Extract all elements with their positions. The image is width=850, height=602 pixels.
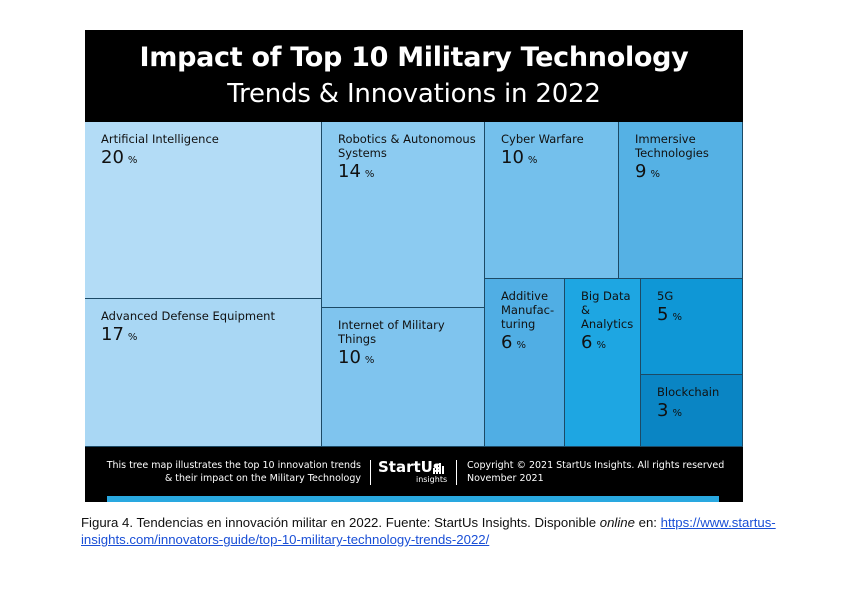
footer-divider — [370, 460, 371, 485]
chart-subtitle: Trends & Innovations in 2022 — [227, 79, 601, 109]
figure-caption: Figura 4. Tendencias en innovación milit… — [81, 514, 816, 548]
tile-value: 9% — [635, 161, 660, 182]
treemap-tile: Cyber Warfare 10% — [485, 122, 619, 279]
caption-text: Figura 4. Tendencias en innovación milit… — [81, 515, 600, 530]
tile-label: Internet of Military Things 10% — [338, 318, 480, 368]
tile-value: 14% — [338, 161, 375, 182]
tile-value: 6% — [501, 332, 526, 353]
treemap-tile: Additive Manufac- turing 6% — [485, 279, 565, 447]
source-link[interactable]: https://www.startus-insights.com/innovat… — [81, 515, 776, 547]
startus-logo: StartUs insights — [378, 458, 453, 488]
tile-value: 5% — [657, 304, 682, 325]
tile-label: Artificial Intelligence 20% — [101, 132, 317, 168]
signal-bars-icon — [433, 463, 444, 474]
treemap-tile: Immersive Technologies 9% — [619, 122, 743, 279]
tile-value: 17% — [101, 324, 138, 345]
logo-name: StartUs — [378, 458, 442, 476]
treemap-tile: Robotics & Autonomous Systems 14% — [322, 122, 485, 308]
caption-text-after: en: — [634, 515, 661, 530]
tile-label: Additive Manufac- turing 6% — [501, 289, 560, 353]
tile-value: 10% — [501, 147, 538, 168]
tile-label: Cyber Warfare 10% — [501, 132, 614, 168]
treemap-tile: Big Data & Analytics 6% — [565, 279, 641, 447]
treemap-tile: Blockchain 3% — [641, 375, 743, 447]
tile-value: 6% — [581, 332, 606, 353]
tile-label: Big Data & Analytics 6% — [581, 289, 636, 353]
tile-unit: % — [364, 169, 375, 180]
tile-label: Blockchain 3% — [657, 385, 738, 421]
tile-unit: % — [596, 340, 606, 351]
tile-value: 20% — [101, 147, 138, 168]
tile-unit: % — [516, 340, 526, 351]
tile-value: 3% — [657, 400, 682, 421]
tile-value: 10% — [338, 347, 375, 368]
logo-subtitle: insights — [416, 475, 448, 484]
tile-unit: % — [127, 332, 138, 343]
tile-unit: % — [127, 155, 138, 166]
tile-unit: % — [650, 169, 660, 180]
infographic-panel: Impact of Top 10 Military Technology Tre… — [85, 30, 743, 502]
footer-accent-bar — [107, 496, 719, 502]
caption-italic: online — [599, 515, 635, 530]
treemap-tile: Internet of Military Things 10% — [322, 308, 485, 447]
tile-unit: % — [672, 408, 682, 419]
tile-label: 5G 5% — [657, 289, 738, 325]
treemap-tile: Advanced Defense Equipment 17% — [85, 299, 322, 447]
tile-unit: % — [672, 312, 682, 323]
footer-divider — [456, 460, 457, 485]
tile-unit: % — [364, 355, 375, 366]
tile-unit: % — [527, 155, 538, 166]
footer-copyright: Copyright © 2021 StartUs Insights. All r… — [467, 460, 725, 484]
tile-label: Advanced Defense Equipment 17% — [101, 309, 317, 345]
chart-title: Impact of Top 10 Military Technology — [139, 42, 689, 73]
tile-label: Immersive Technologies 9% — [635, 132, 738, 182]
treemap-tile: 5G 5% — [641, 279, 743, 375]
tile-label: Robotics & Autonomous Systems 14% — [338, 132, 480, 182]
treemap-tile: Artificial Intelligence 20% — [85, 122, 322, 299]
footer-description: This tree map illustrates the top 10 inn… — [106, 460, 361, 484]
treemap: Artificial Intelligence 20% Advanced Defen… — [85, 122, 743, 447]
